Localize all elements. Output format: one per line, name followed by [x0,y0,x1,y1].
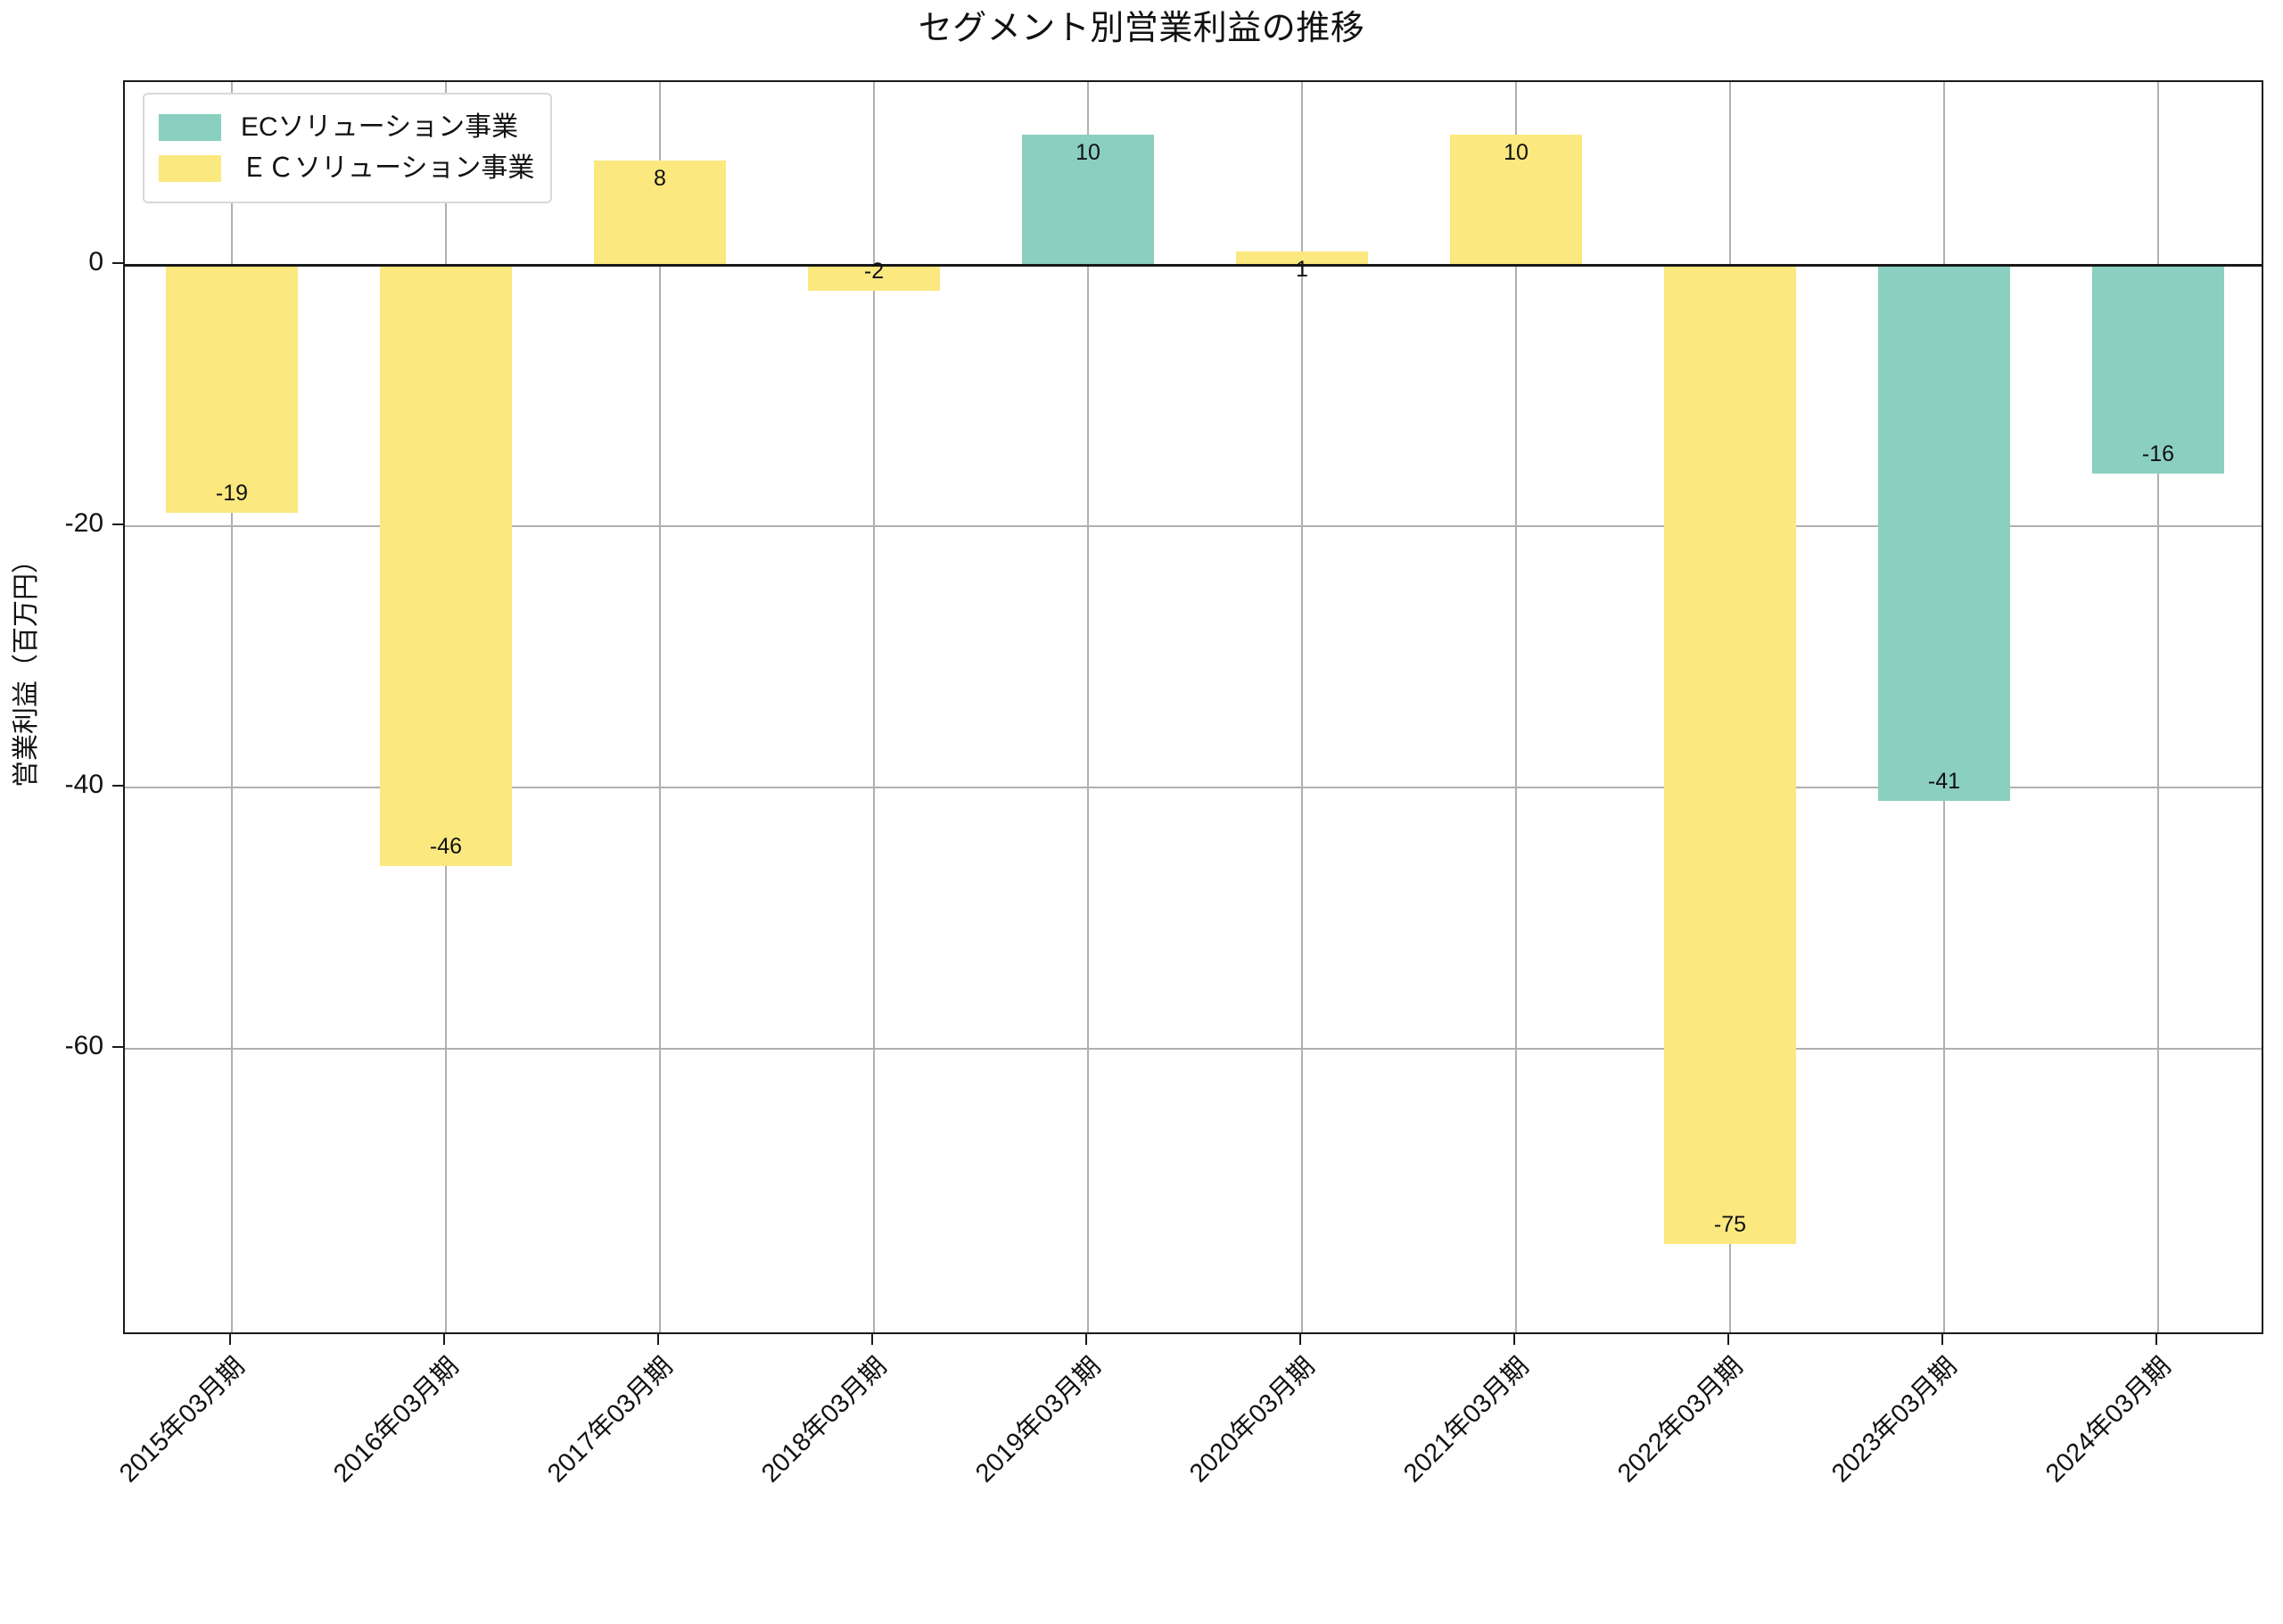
x-tick-label: 2019年03月期 [970,1352,1107,1488]
bar-value-label: 10 [1076,139,1100,165]
bar-value-label: -19 [215,481,249,507]
bar[interactable] [1449,134,1583,266]
grid-line-horizontal [125,786,2262,788]
grid-line-vertical [659,82,661,1332]
x-tick-label: 2023年03月期 [1826,1352,1963,1488]
grid-line-vertical [873,82,875,1332]
x-tick-mark [1085,1334,1087,1345]
bar-value-label: -16 [2141,441,2175,467]
grid-line-horizontal [125,524,2262,527]
bar-value-label: 8 [654,165,666,191]
y-tick-label: -20 [64,507,103,538]
bar[interactable] [1021,134,1155,266]
bar-value-label: -75 [1713,1212,1747,1238]
bar-value-label: 10 [1504,139,1529,165]
x-tick-label: 2018年03月期 [756,1352,893,1488]
grid-line-horizontal [125,1047,2262,1050]
chart-legend: ECソリューション事業 ＥＣソリューション事業 [143,93,553,203]
y-tick-mark [112,1045,123,1048]
grid-line-vertical [2157,82,2159,1332]
y-tick-label: -60 [64,1030,103,1060]
bar[interactable] [1235,251,1369,266]
legend-swatch-series-1 [159,114,221,141]
y-tick-label: -40 [64,769,103,799]
legend-swatch-series-2 [159,155,221,182]
grid-line-vertical [1301,82,1303,1332]
x-tick-mark [1941,1334,1943,1345]
legend-label-series-1: ECソリューション事業 [241,112,519,142]
bar[interactable] [379,265,513,866]
x-tick-mark [2155,1334,2157,1345]
bar[interactable] [165,265,299,514]
x-tick-mark [1513,1334,1515,1345]
x-tick-mark [1299,1334,1301,1345]
y-tick-label: 0 [88,247,103,277]
legend-item[interactable]: ＥＣソリューション事業 [159,148,534,189]
y-axis-label: 営業利益（百万円） [12,547,41,787]
x-tick-label: 2020年03月期 [1184,1352,1321,1488]
chart-figure: セグメント別営業利益の推移 営業利益（百万円） 10 -41 -16 -19 -46 8-… [9,0,2263,1488]
grid-line-vertical [231,82,233,1332]
bar[interactable] [593,160,727,266]
bar-value-label: -2 [863,259,885,284]
plot-area: 10 -41 -16 -19 -46 8 -2 1 10 -75 [123,80,2263,1334]
x-tick-label: 2022年03月期 [1612,1352,1749,1488]
bar[interactable] [2091,265,2225,474]
plot-inner: 10 -41 -16 -19 -46 8 -2 1 10 -75 [125,82,2262,1332]
bar-value-label: -41 [1927,768,1961,794]
x-tick-label: 2016年03月期 [328,1352,465,1488]
zero-baseline [125,264,2262,268]
x-tick-label: 2021年03月期 [1398,1352,1535,1488]
y-tick-mark [112,523,123,525]
x-tick-mark [1727,1334,1729,1345]
y-tick-mark [112,262,123,265]
chart-title: セグメント別営業利益の推移 [918,10,1365,47]
x-tick-mark [443,1334,445,1345]
grid-line-vertical [1087,82,1089,1332]
legend-item[interactable]: ECソリューション事業 [159,107,534,148]
legend-label-series-2: ＥＣソリューション事業 [241,153,535,183]
bar[interactable] [1663,265,1797,1245]
x-tick-mark [229,1334,231,1345]
x-tick-label: 2024年03月期 [2040,1352,2177,1488]
grid-line-vertical [1515,82,1517,1332]
x-tick-label: 2017年03月期 [542,1352,679,1488]
x-tick-mark [871,1334,873,1345]
bar[interactable] [807,265,941,292]
bar[interactable] [1877,265,2011,801]
bar-value-label: 1 [1296,257,1308,283]
y-axis-label-container: 営業利益（百万円） [9,0,45,1334]
y-tick-mark [112,784,123,787]
x-tick-mark [657,1334,659,1345]
bar-value-label: -46 [429,833,463,859]
